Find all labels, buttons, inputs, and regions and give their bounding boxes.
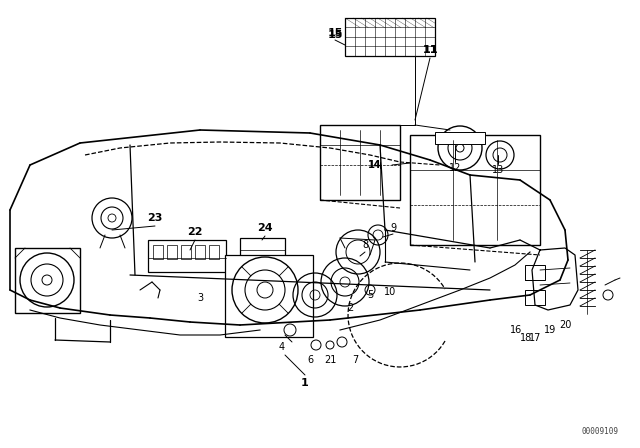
Text: 1: 1 [301,378,309,388]
Text: 17: 17 [529,333,541,343]
Bar [181,245,191,259]
Bar [345,18,435,56]
Bar [167,245,177,259]
Text: 14: 14 [369,160,381,170]
Text: 5: 5 [367,290,373,300]
Text: 20: 20 [559,320,571,330]
Text: 10: 10 [384,287,396,297]
Bar [240,238,285,268]
Bar [225,255,313,337]
Text: 15: 15 [327,28,342,38]
Text: 6: 6 [307,355,313,365]
Text: 7: 7 [352,355,358,365]
Bar [410,135,540,245]
Bar [435,132,485,144]
Text: 8: 8 [362,240,368,250]
Text: 3: 3 [197,293,203,303]
Bar [153,245,163,259]
Text: 16: 16 [510,325,522,335]
Text: 9: 9 [390,223,396,233]
Bar [148,240,226,272]
Text: 24: 24 [257,223,273,233]
Text: 22: 22 [188,227,203,237]
Text: 11: 11 [422,45,438,55]
Text: 4: 4 [279,342,285,352]
Text: 13: 13 [492,165,504,175]
Text: 15: 15 [327,30,342,40]
Text: 14: 14 [368,160,381,170]
Text: 23: 23 [147,213,163,223]
Bar [15,248,80,313]
Text: 18: 18 [520,333,532,343]
Bar [195,245,205,259]
Text: 00009109: 00009109 [582,427,618,436]
Text: 11: 11 [422,45,438,55]
Text: 21: 21 [324,355,336,365]
Text: 19: 19 [544,325,556,335]
Text: 2: 2 [347,303,353,313]
Text: 12: 12 [449,163,461,173]
Bar [525,265,545,280]
Bar [525,290,545,305]
Bar [320,125,400,200]
Bar [209,245,219,259]
